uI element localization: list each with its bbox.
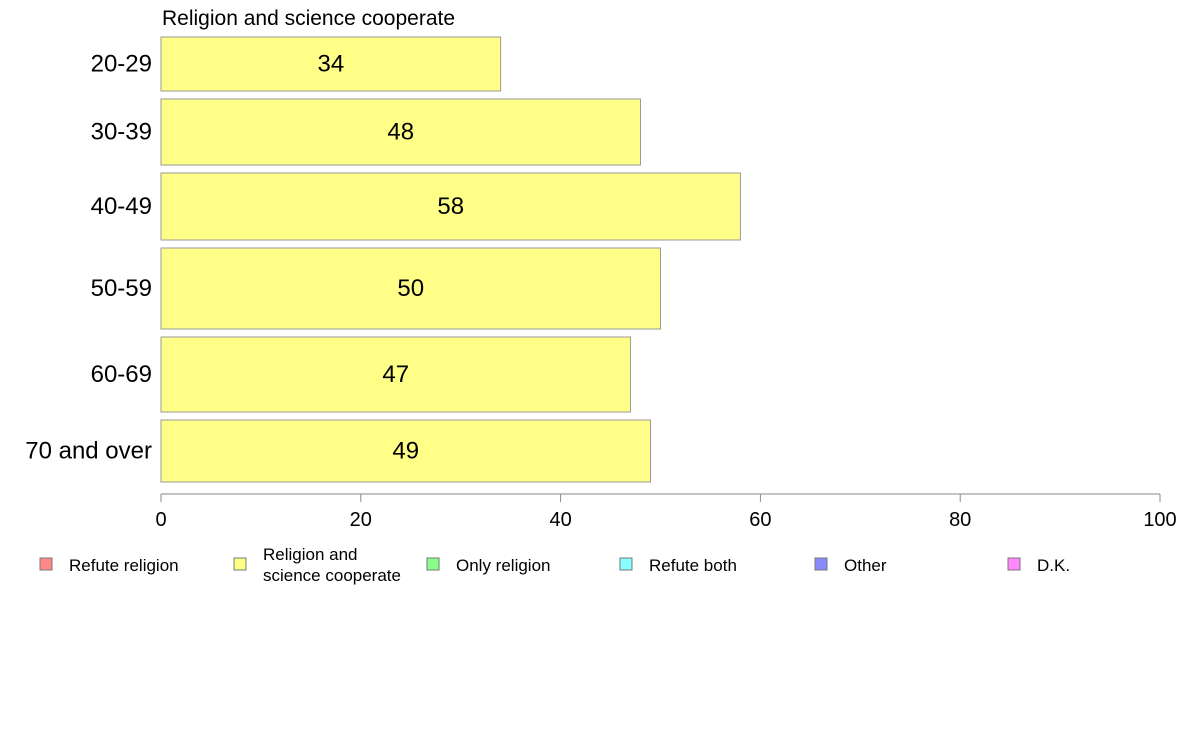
bar-20-29 [160,36,502,92]
bar-40-49 [160,172,741,241]
value-label: 50 [397,275,424,302]
legend-label: science cooperate [263,566,401,585]
legend: Refute religion Religion and science coope… [39,545,1070,585]
x-tick-label: 0 [155,509,166,531]
value-label: 47 [382,361,409,388]
bar-50-59 [160,247,661,330]
x-tick-label: 80 [949,509,971,531]
legend-swatch [233,557,247,571]
bar-60-69 [160,336,632,413]
bars-group: 20-29 34 30-39 48 40-49 58 50-59 50 60-69 47 70 an… [25,36,741,483]
category-label: 70 and over [25,438,152,465]
legend-label: Only religion [456,556,551,575]
x-tick-label: 20 [350,509,372,531]
legend-label: Refute both [649,556,737,575]
legend-swatch [39,557,53,571]
category-label: 50-59 [91,275,152,302]
legend-label: Other [844,556,887,575]
legend-label: Religion and [263,545,358,564]
value-label: 34 [317,51,344,78]
x-tick-label: 100 [1143,509,1176,531]
x-tick-label: 40 [549,509,571,531]
value-label: 58 [437,193,464,220]
bar-30-39 [160,98,642,166]
bar-70-and-over [160,419,652,483]
category-label: 40-49 [91,193,152,220]
x-axis: 0 20 40 60 80 100 [155,493,1177,531]
x-tick-label: 60 [749,509,771,531]
chart-title: Religion and science cooperate [162,7,455,30]
legend-swatch [426,557,440,571]
category-label: 20-29 [91,51,152,78]
legend-swatch [814,557,828,571]
legend-label: Refute religion [69,556,179,575]
legend-swatch [619,557,633,571]
legend-swatch [1007,557,1021,571]
value-label: 48 [387,119,414,146]
legend-label: D.K. [1037,556,1070,575]
value-label: 49 [392,438,419,465]
category-label: 30-39 [91,119,152,146]
category-label: 60-69 [91,361,152,388]
